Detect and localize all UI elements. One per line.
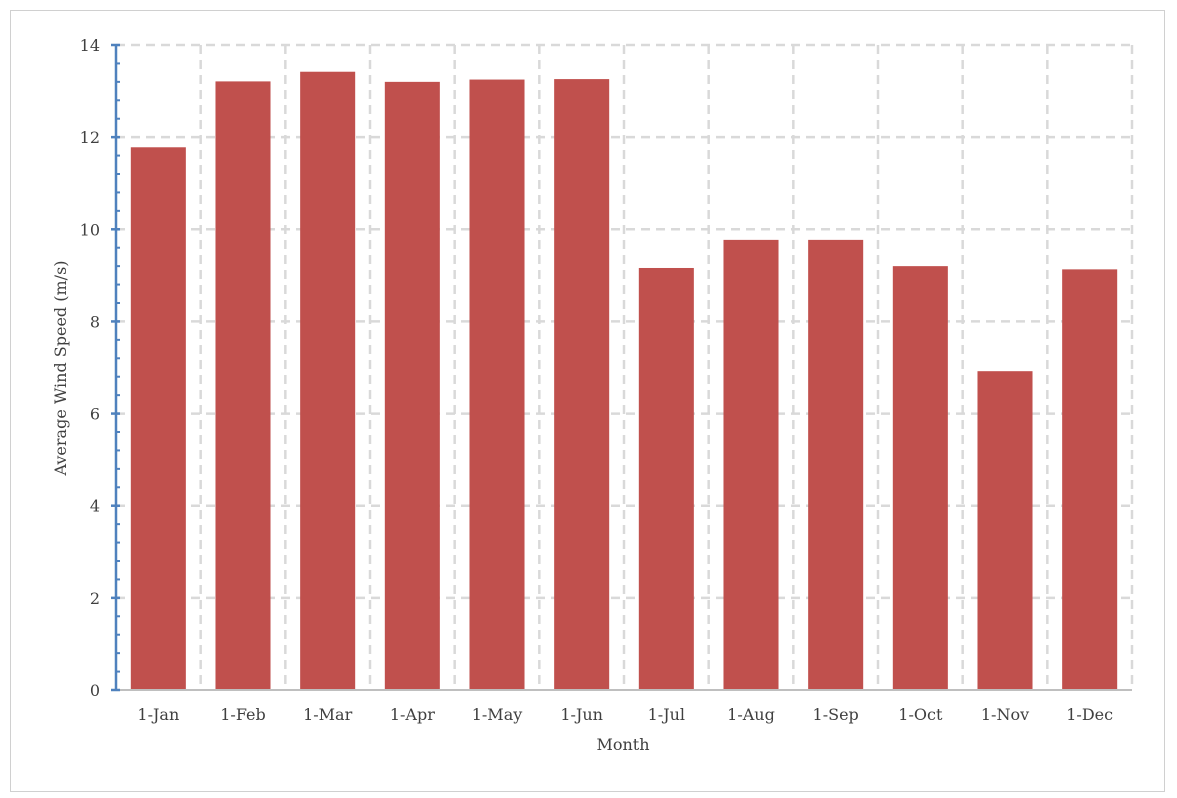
bar-1-Dec — [1062, 269, 1118, 690]
y-tick-label: 10 — [80, 220, 100, 239]
axes — [111, 43, 1132, 692]
x-tick-label: 1-Apr — [390, 705, 435, 724]
x-axis-title: Month — [596, 735, 649, 754]
x-tick-label: 1-Mar — [303, 705, 353, 724]
x-tick-label: 1-Nov — [981, 705, 1029, 724]
y-tick-label: 0 — [90, 681, 100, 700]
x-tick-label: 1-Jun — [560, 705, 603, 724]
y-tick-label: 4 — [90, 497, 100, 516]
bar-1-Sep — [808, 239, 864, 690]
x-tick-label: 1-Feb — [220, 705, 266, 724]
x-tick-label: 1-Oct — [898, 705, 943, 724]
x-tick-label: 1-Sep — [813, 705, 859, 724]
y-tick-label: 12 — [80, 128, 100, 147]
y-tick-label: 6 — [90, 405, 100, 424]
y-tick-label: 14 — [80, 36, 100, 55]
y-tick-labels: 0 2 4 6 8 10 12 14 — [80, 36, 100, 700]
bars — [130, 71, 1118, 691]
bar-1-Apr — [384, 81, 440, 691]
bar-1-Feb — [215, 81, 271, 691]
y-axis-title: Average Wind Speed (m/s) — [51, 260, 70, 476]
bar-1-Jul — [638, 267, 694, 690]
gridlines — [116, 43, 1134, 690]
x-tick-label: 1-Dec — [1066, 705, 1113, 724]
x-tick-label: 1-Aug — [727, 705, 775, 724]
bar-1-Jun — [554, 79, 610, 691]
bar-1-Aug — [723, 239, 779, 690]
y-tick-label: 8 — [90, 312, 100, 331]
bar-1-Mar — [300, 71, 356, 690]
x-tick-label: 1-May — [472, 705, 523, 724]
x-tick-label: 1-Jul — [648, 705, 685, 724]
x-tick-label: 1-Jan — [137, 705, 179, 724]
bar-1-Oct — [892, 266, 948, 690]
y-tick-label: 2 — [90, 589, 100, 608]
bar-1-May — [469, 79, 525, 690]
bar-1-Nov — [977, 371, 1033, 690]
bar-1-Jan — [130, 147, 186, 690]
x-tick-labels: 1-Jan 1-Feb 1-Mar 1-Apr 1-May 1-Jun 1-Jul 1-Aug… — [137, 705, 1113, 724]
